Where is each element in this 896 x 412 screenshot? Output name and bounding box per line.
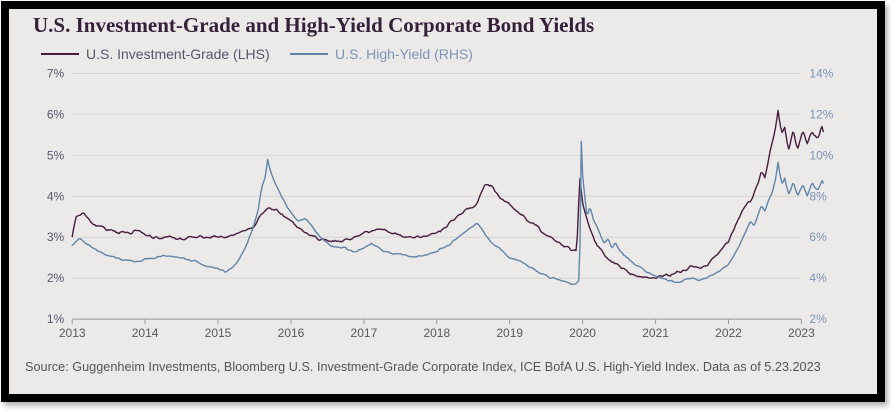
svg-text:12%: 12% <box>809 107 833 121</box>
svg-text:2%: 2% <box>47 271 65 285</box>
svg-text:10%: 10% <box>809 148 833 162</box>
svg-text:6%: 6% <box>47 107 65 121</box>
svg-text:2016: 2016 <box>278 326 305 340</box>
svg-text:14%: 14% <box>809 67 833 81</box>
svg-text:2022: 2022 <box>715 326 742 340</box>
svg-text:2014: 2014 <box>132 326 159 340</box>
svg-text:2013: 2013 <box>59 326 86 340</box>
svg-text:4%: 4% <box>47 189 65 203</box>
svg-text:2%: 2% <box>809 312 827 326</box>
svg-text:5%: 5% <box>47 148 65 162</box>
svg-text:2021: 2021 <box>642 326 669 340</box>
svg-text:2017: 2017 <box>351 326 378 340</box>
svg-text:3%: 3% <box>47 230 65 244</box>
svg-text:4%: 4% <box>809 271 827 285</box>
svg-text:2015: 2015 <box>205 326 232 340</box>
svg-text:2020: 2020 <box>569 326 596 340</box>
svg-text:2019: 2019 <box>496 326 523 340</box>
svg-text:6%: 6% <box>809 230 827 244</box>
svg-text:2023: 2023 <box>788 326 815 340</box>
svg-text:7%: 7% <box>47 67 65 81</box>
svg-text:1%: 1% <box>47 312 65 326</box>
svg-text:8%: 8% <box>809 189 827 203</box>
svg-text:2018: 2018 <box>423 326 450 340</box>
